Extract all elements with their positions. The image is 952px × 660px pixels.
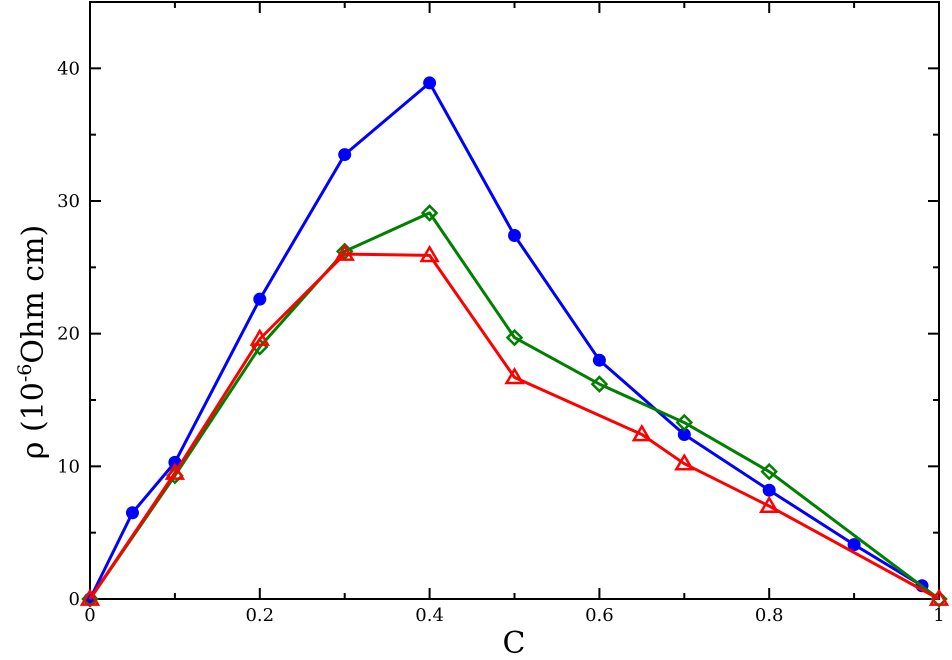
data-point xyxy=(504,366,525,385)
data-point xyxy=(675,413,694,432)
series-3 xyxy=(79,243,950,606)
data-point xyxy=(505,328,524,347)
series-line xyxy=(88,211,940,601)
data-point xyxy=(677,427,691,441)
data-point xyxy=(334,243,355,261)
y-tick-label: 10 xyxy=(57,456,80,477)
y-tick-label: 20 xyxy=(57,324,80,345)
data-point xyxy=(335,242,354,261)
data-point xyxy=(762,483,776,497)
data-point xyxy=(423,76,437,90)
data-point xyxy=(79,588,101,606)
data-point xyxy=(847,538,861,552)
data-point xyxy=(249,328,270,346)
x-tick-label: 0.2 xyxy=(245,605,274,626)
data-point xyxy=(420,204,439,222)
data-point xyxy=(674,453,695,471)
data-point xyxy=(338,148,352,162)
y-axis: 0 10 20 30 40 xyxy=(57,58,939,610)
series-line xyxy=(88,81,923,600)
x-tick-label: 0.4 xyxy=(415,605,444,626)
data-point xyxy=(928,588,950,606)
data-point xyxy=(419,244,440,263)
data-point xyxy=(125,506,139,520)
x-axis-title: C xyxy=(503,626,526,660)
series-2 xyxy=(81,204,948,608)
data-point xyxy=(592,353,606,367)
y-axis-title-suffix: Ohm cm) xyxy=(16,225,51,364)
x-tick-label: 1 xyxy=(933,605,944,626)
y-tick-label: 40 xyxy=(57,58,80,79)
series-layer xyxy=(79,76,950,608)
x-tick-label: 0 xyxy=(84,605,95,626)
data-point xyxy=(590,375,609,393)
data-point xyxy=(759,495,780,513)
x-tick-label: 0.8 xyxy=(755,605,784,626)
plot-frame xyxy=(89,1,940,600)
data-point xyxy=(253,292,267,306)
series-line xyxy=(88,252,940,601)
y-axis-title-exponent: -6 xyxy=(14,364,36,383)
y-axis-title-prefix: ρ (10 xyxy=(16,382,51,459)
data-point xyxy=(760,462,778,481)
x-tick-label: 0.6 xyxy=(585,605,614,626)
data-point xyxy=(631,424,653,442)
y-axis-title: ρ (10-6Ohm cm) xyxy=(14,225,51,459)
x-axis: 0 0.2 0.4 0.6 0.8 1 xyxy=(84,2,945,626)
y-tick-label: 30 xyxy=(57,191,80,212)
series-1 xyxy=(83,76,929,606)
y-tick-label: 0 xyxy=(69,589,80,610)
data-point xyxy=(164,462,186,480)
data-point xyxy=(508,228,521,242)
plot-area xyxy=(89,1,940,600)
